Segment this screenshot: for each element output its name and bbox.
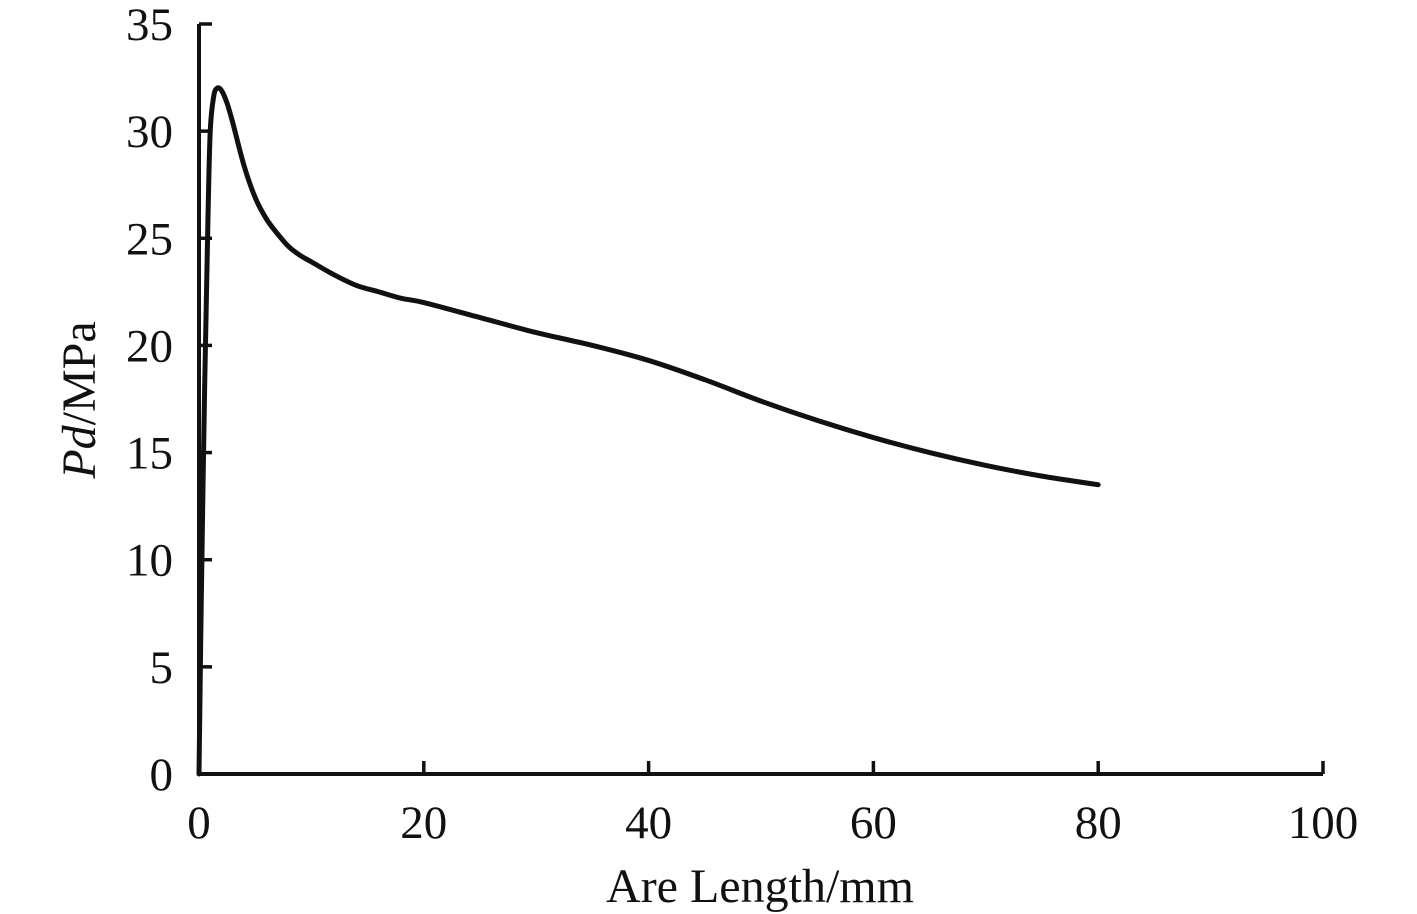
x-tick-label: 40 [625,797,672,849]
series-group [196,85,1101,777]
y-axis-ticks: 0 5 10 15 20 25 30 35 [126,0,212,801]
y-tick-label: 30 [126,106,173,158]
y-tick-label: 35 [126,0,173,51]
y-tick-label: 15 [126,428,173,480]
x-tick-label: 20 [400,797,447,849]
x-tick-label: 0 [187,797,211,849]
y-tick-label: 20 [126,320,173,372]
y-tick-label: 10 [126,535,173,587]
y-axis-title-unit: /MPa [53,321,106,425]
y-tick-label: 0 [150,749,174,801]
y-tick-label: 5 [150,642,174,694]
y-axis-title-italic: Pd [53,424,106,479]
y-axis-title: Pd/MPa [53,321,106,479]
x-tick-label: 100 [1288,797,1359,849]
x-tick-label: 60 [850,797,897,849]
series-line [196,85,1101,777]
y-tick-label: 25 [126,213,173,265]
x-axis-title: Are Length/mm [606,860,914,913]
x-axis-ticks: 0 20 40 60 80 100 [187,761,1358,849]
x-tick-label: 80 [1075,797,1122,849]
